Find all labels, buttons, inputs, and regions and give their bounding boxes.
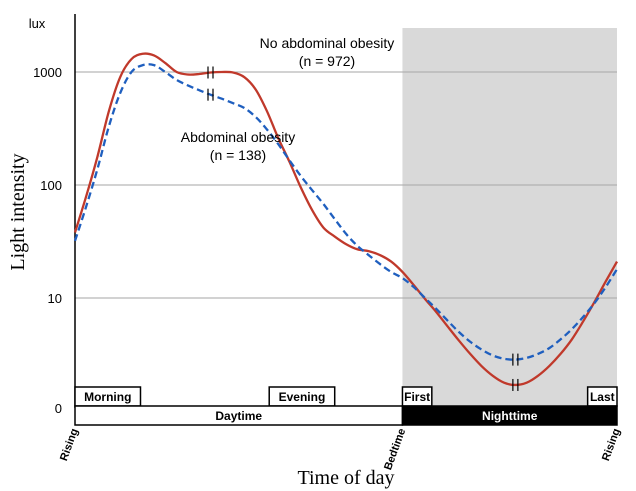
series-lines-layer [73,52,619,391]
period-boxes-layer: Morning Evening First Last Daytime Nighttime [74,386,618,426]
series-n-obesity: (n = 138) [210,147,266,163]
x-marker-1-bedtime: Bedtime [382,427,408,472]
x-marker-2-rising: Rising [600,427,623,463]
series-line-abdominal-obesity [73,63,618,361]
series-label-obesity: Abdominal obesity [181,129,295,145]
y-tick-label-10: 10 [48,291,62,306]
period-label-evening: Evening [279,390,326,404]
series-line-no-abdominal-obesity [73,52,619,387]
night-shading [402,28,617,408]
gridlines-layer [75,71,617,299]
period-label-daytime: Daytime [215,409,262,423]
x-axis-title: Time of day [297,467,394,489]
y-axis-title: Light intensity [7,153,29,270]
series-n-no-obesity: (n = 972) [299,53,355,69]
x-marker-0-rising: Rising [58,427,81,463]
night-shading-layer [402,28,617,408]
y-tick-label-0: 0 [55,401,62,416]
period-label-morning: Morning [84,390,131,404]
period-box-nighttime [401,405,618,426]
y-tick-label-100: 100 [40,178,62,193]
series-label-no-obesity: No abdominal obesity [260,35,395,51]
period-label-first: First [404,390,430,404]
period-label-nighttime: Nighttime [482,409,538,423]
y-unit-label: lux [29,16,46,31]
y-tick-label-1000: 1000 [33,65,62,80]
period-label-last: Last [590,390,615,404]
